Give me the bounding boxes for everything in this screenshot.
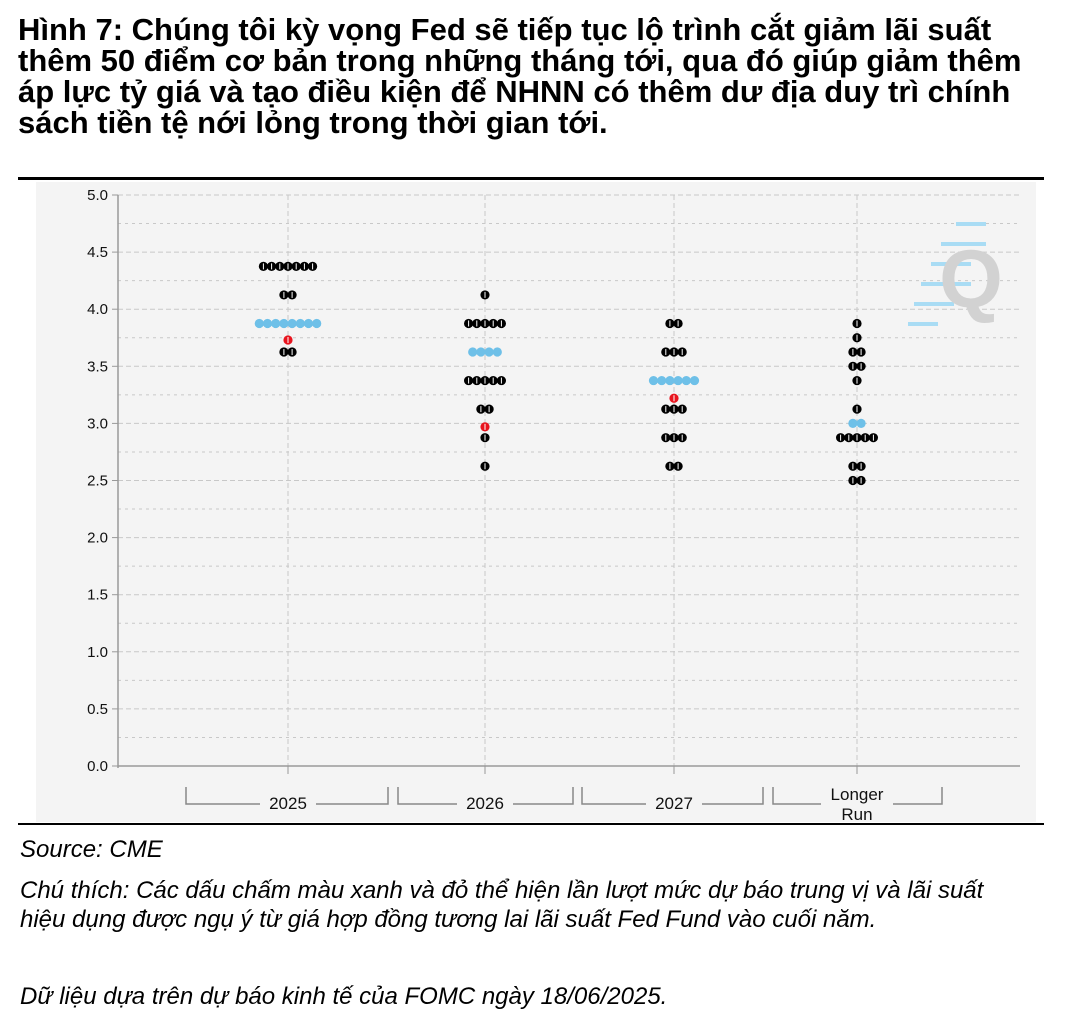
y-tick-label: 3.5 bbox=[87, 358, 108, 375]
median-dot bbox=[484, 347, 494, 357]
median-dot bbox=[262, 318, 273, 329]
logo-stripe bbox=[908, 322, 938, 326]
x-category-label: Run bbox=[841, 805, 872, 822]
median-dot bbox=[303, 318, 314, 329]
median-dot bbox=[657, 375, 667, 386]
median-dot bbox=[648, 375, 659, 386]
legend-note: Chú thích: Các dấu chấm màu xanh và đỏ t… bbox=[20, 877, 984, 933]
logo-letter: Q bbox=[939, 234, 1003, 325]
median-dot bbox=[254, 318, 264, 329]
y-tick-label: 0.0 bbox=[87, 758, 108, 775]
source-note: Source: CME bbox=[20, 836, 163, 863]
dot-plot-chart: 0.00.51.01.52.02.53.03.54.04.55.0 2025 20… bbox=[87, 187, 1020, 822]
y-tick-label: 0.5 bbox=[87, 701, 108, 718]
median-dot bbox=[279, 318, 289, 329]
logo-stripe bbox=[941, 242, 986, 246]
grid-lines bbox=[118, 194, 1020, 767]
median-dot bbox=[287, 318, 297, 329]
median-dot bbox=[492, 347, 502, 357]
median-dot bbox=[271, 318, 281, 329]
median-dot bbox=[673, 375, 683, 386]
logo-stripe bbox=[931, 262, 971, 266]
x-category-label: 2026 bbox=[466, 794, 504, 813]
median-dot bbox=[312, 318, 322, 329]
median-dot bbox=[476, 347, 486, 357]
median-dot bbox=[468, 347, 478, 357]
median-dot bbox=[295, 318, 305, 329]
y-tick-label: 1.0 bbox=[87, 644, 108, 661]
bottom-rule bbox=[18, 823, 1044, 825]
y-tick-label: 1.5 bbox=[87, 587, 108, 604]
x-label-backdrop bbox=[260, 792, 316, 810]
dots-layer bbox=[254, 261, 879, 486]
x-label-backdrop bbox=[821, 798, 893, 812]
median-dot bbox=[848, 418, 858, 428]
top-rule bbox=[18, 177, 1044, 180]
x-category-label: 2027 bbox=[655, 794, 693, 813]
x-category-label: 2025 bbox=[269, 794, 307, 813]
median-dot bbox=[681, 375, 691, 386]
y-tick-label: 4.0 bbox=[87, 301, 108, 318]
figure-title: Hình 7: Chúng tôi kỳ vọng Fed sẽ tiếp tụ… bbox=[18, 12, 1022, 140]
x-label-backdrop bbox=[646, 792, 702, 810]
logo-stripe bbox=[921, 282, 971, 286]
y-tick-label: 5.0 bbox=[87, 187, 108, 204]
logo-stripe bbox=[914, 302, 954, 306]
y-axis: 0.0 0.5 1.0 1.5 2.0 2.5 3.0 3.5 4.0 4.5 5.0 bbox=[87, 187, 1020, 775]
y-tick-label: 2.5 bbox=[87, 473, 108, 490]
y-tick-label: 4.5 bbox=[87, 244, 108, 261]
q-logo-icon: Q bbox=[908, 222, 1003, 326]
y-tick-label: 2.0 bbox=[87, 530, 108, 547]
median-dot bbox=[665, 375, 675, 386]
x-category-label: Longer bbox=[831, 785, 884, 804]
median-dot bbox=[856, 418, 866, 428]
median-dot bbox=[689, 375, 700, 386]
x-label-backdrop bbox=[457, 792, 513, 810]
logo-stripe bbox=[956, 222, 986, 226]
data-note: Dữ liệu dựa trên dự báo kinh tế của FOMC… bbox=[20, 983, 668, 1010]
chart-background bbox=[36, 182, 1036, 822]
y-tick-label: 3.0 bbox=[87, 415, 108, 432]
